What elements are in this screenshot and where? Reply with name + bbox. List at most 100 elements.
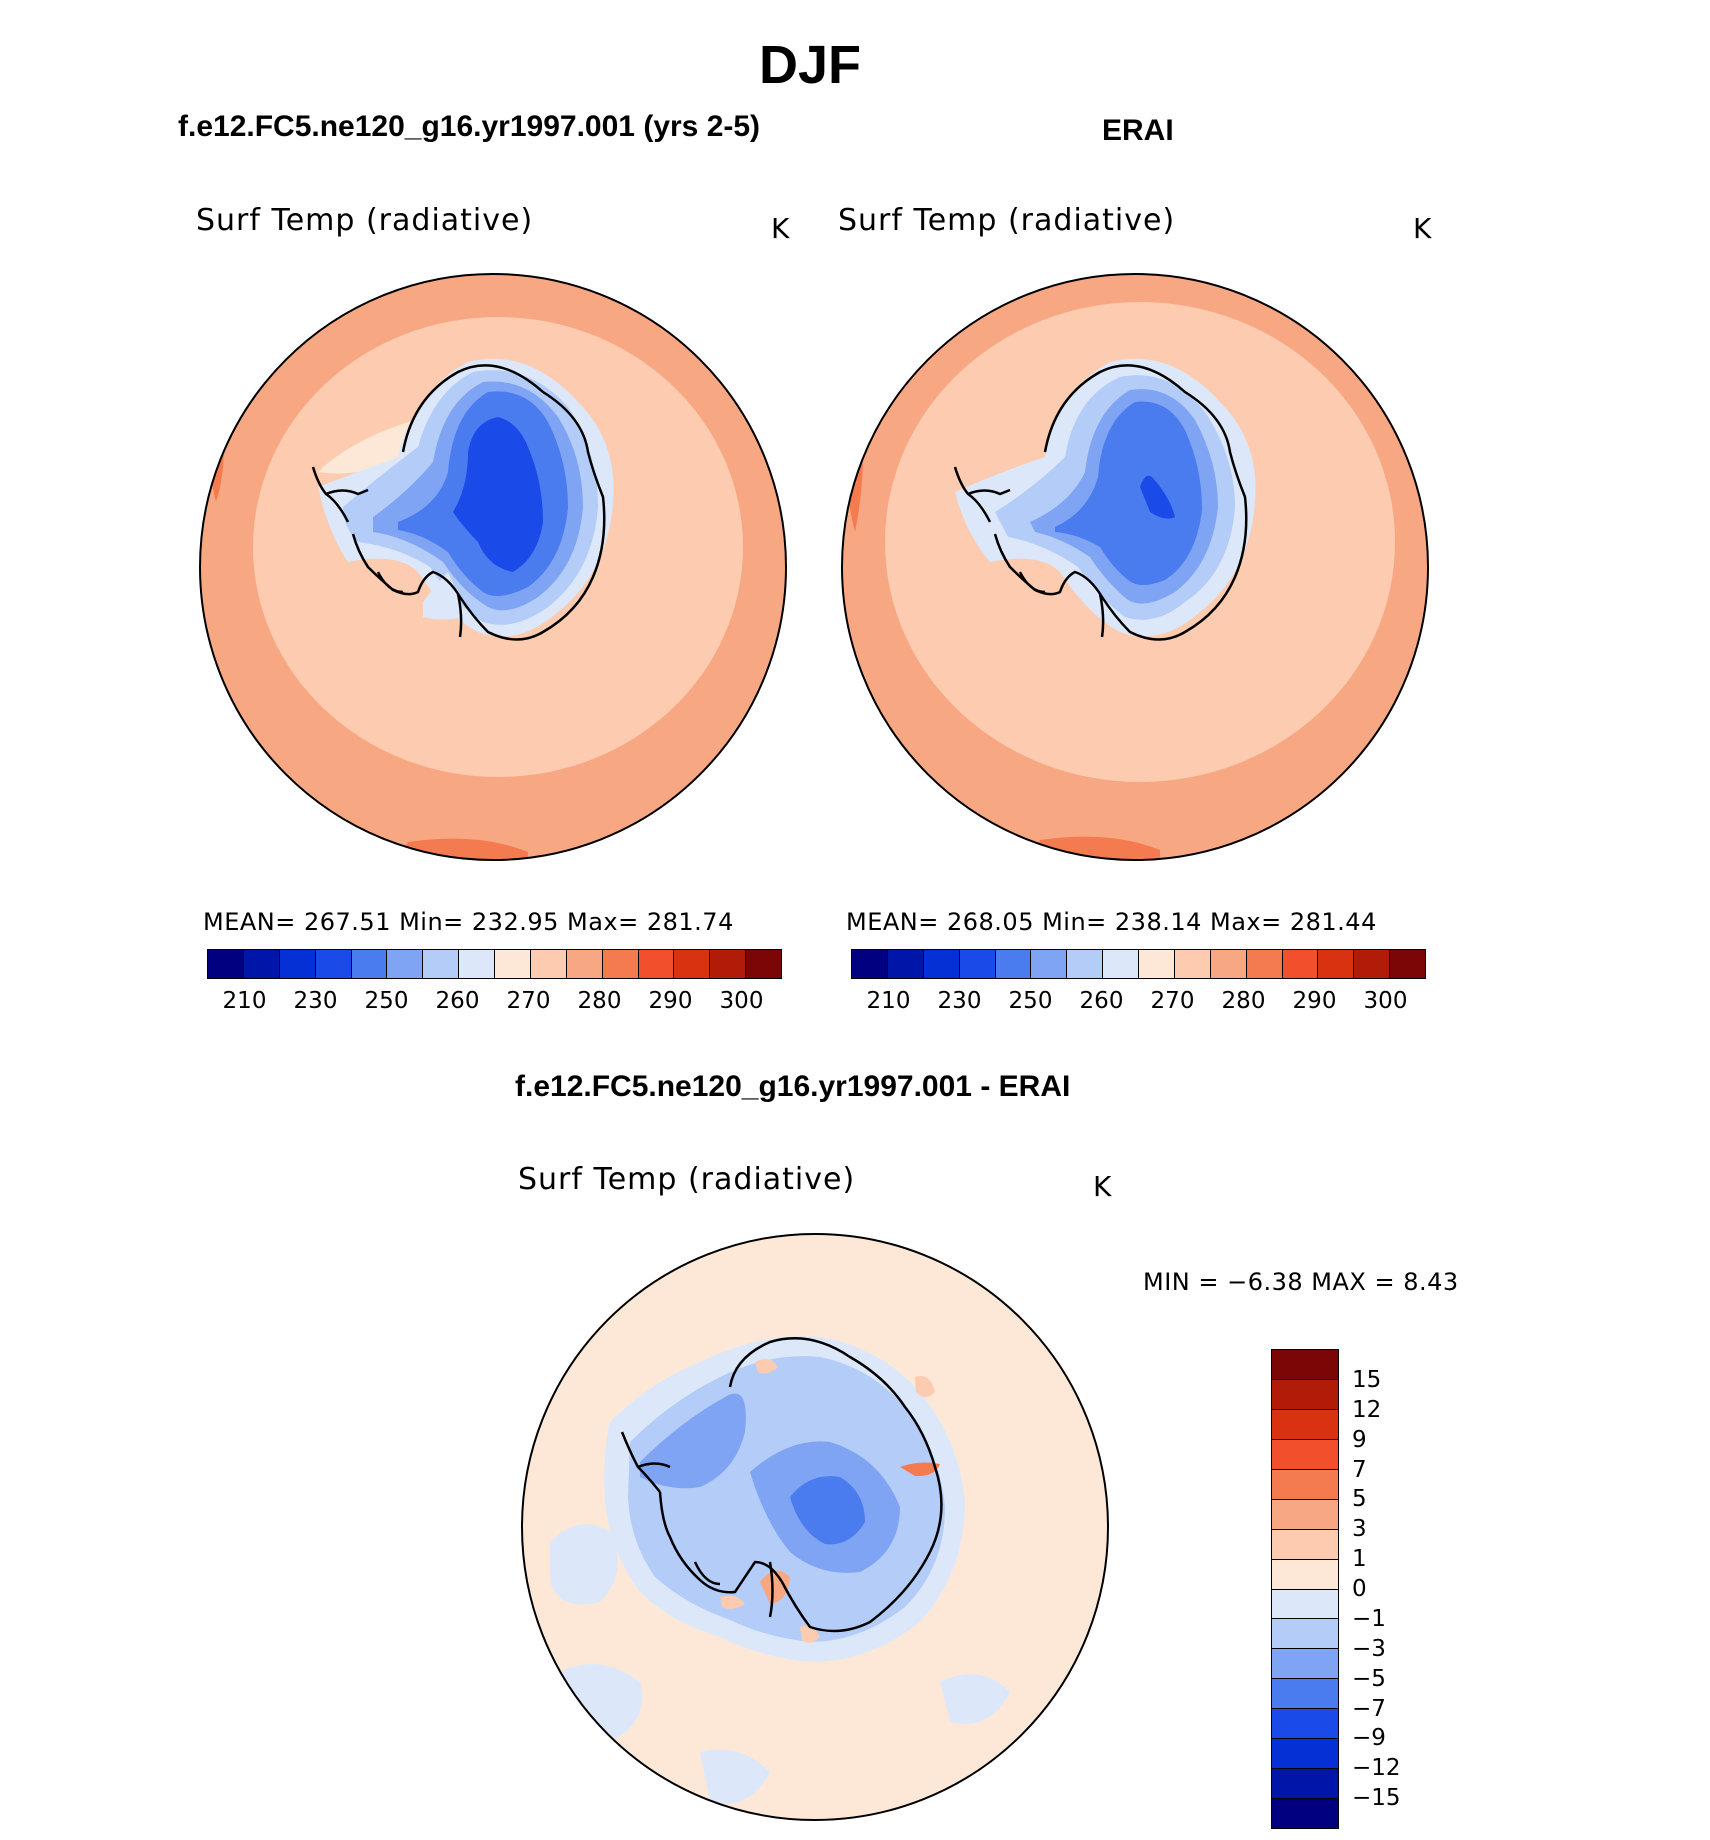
colorbar-swatch — [995, 950, 1032, 978]
colorbar-swatch — [279, 950, 316, 978]
colorbar-tick-label: 1 — [1352, 1546, 1367, 1573]
colorbar-swatch — [1210, 950, 1247, 978]
colorbar-tick-label: −3 — [1352, 1635, 1386, 1662]
colorbar-swatch — [1272, 1439, 1338, 1470]
colorbar-tick-label: 9 — [1352, 1426, 1367, 1453]
colorbar-swatch — [1272, 1499, 1338, 1530]
colorbar-swatch — [1272, 1769, 1338, 1800]
colorbar-tick-label: 210 — [222, 988, 267, 1014]
stats-difference: MIN = −6.38 MAX = 8.43 — [1143, 1268, 1459, 1296]
colorbar-tick-label: −1 — [1352, 1605, 1386, 1632]
colorbar-tick-label: 230 — [937, 988, 982, 1014]
stats-erai: MEAN= 268.05 Min= 238.14 Max= 281.44 — [846, 908, 1377, 936]
colorbar-swatch — [638, 950, 675, 978]
colorbar-tick-label: 280 — [577, 988, 622, 1014]
colorbar-swatch — [1272, 1709, 1338, 1740]
colorbar-swatch — [746, 950, 781, 978]
colorbar-swatch — [1318, 950, 1355, 978]
colorbar-tick-label: 12 — [1352, 1396, 1382, 1423]
colorbar-tick-label: 290 — [648, 988, 693, 1014]
colorbar-swatch — [1272, 1559, 1338, 1590]
colorbar-swatch — [1246, 950, 1283, 978]
colorbar-swatch — [423, 950, 460, 978]
colorbar-tick-label: 250 — [1008, 988, 1053, 1014]
colorbar-tick-label: 280 — [1221, 988, 1266, 1014]
colorbar-swatch — [1272, 1799, 1338, 1828]
colorbar-swatch — [315, 950, 352, 978]
colorbar-difference — [1271, 1349, 1339, 1829]
variable-label-model: Surf Temp (radiative) — [196, 203, 534, 238]
colorbar-swatch — [1272, 1619, 1338, 1650]
colorbar-tick-label: 0 — [1352, 1576, 1367, 1602]
colorbar-swatch — [1390, 950, 1425, 978]
colorbar-ticks-model: 210 230 250 260 270 280 290 300 — [209, 988, 777, 1014]
colorbar-swatch — [387, 950, 424, 978]
units-label-erai: K — [1413, 212, 1432, 245]
colorbar-tick-label: −15 — [1352, 1785, 1401, 1812]
colorbar-tick-label: 270 — [1150, 988, 1195, 1014]
colorbar-swatch — [1272, 1469, 1338, 1500]
colorbar-swatch — [852, 950, 888, 978]
polar-map-difference — [521, 1233, 1109, 1821]
colorbar-swatch — [1139, 950, 1175, 978]
colorbar-tick-label: −12 — [1352, 1755, 1401, 1782]
colorbar-swatch — [1031, 950, 1068, 978]
colorbar-swatch — [1103, 950, 1139, 978]
colorbar-tick-label: 3 — [1352, 1516, 1367, 1543]
polar-map-erai — [841, 273, 1429, 861]
colorbar-swatch — [1272, 1529, 1338, 1560]
colorbar-swatch — [1272, 1589, 1338, 1620]
colorbar-swatch — [1174, 950, 1211, 978]
colorbar-swatch — [1067, 950, 1104, 978]
variable-label-difference: Surf Temp (radiative) — [518, 1162, 856, 1197]
colorbar-swatch — [959, 950, 996, 978]
polar-map-model — [199, 273, 787, 861]
colorbar-swatch — [1272, 1350, 1338, 1380]
colorbar-swatch — [1354, 950, 1391, 978]
units-label-difference: K — [1093, 1170, 1112, 1203]
colorbar-swatch — [566, 950, 603, 978]
colorbar-swatch — [530, 950, 567, 978]
colorbar-tick-label: 230 — [293, 988, 338, 1014]
colorbar-swatch — [1272, 1739, 1338, 1770]
colorbar-ticks-erai: 210 230 250 260 270 280 290 300 — [853, 988, 1421, 1014]
colorbar-swatch — [495, 950, 531, 978]
colorbar-swatch — [674, 950, 711, 978]
colorbar-swatch — [923, 950, 960, 978]
colorbar-swatch — [243, 950, 280, 978]
colorbar-tick-label: −7 — [1352, 1695, 1386, 1722]
colorbar-swatch — [208, 950, 244, 978]
colorbar-swatch — [887, 950, 924, 978]
colorbar-swatch — [602, 950, 639, 978]
colorbar-tick-label: 7 — [1352, 1456, 1367, 1483]
colorbar-swatch — [1272, 1649, 1338, 1680]
colorbar-erai — [851, 949, 1426, 979]
figure-title: DJF — [758, 35, 861, 95]
colorbar-tick-label: 300 — [1363, 988, 1408, 1014]
colorbar-tick-label: 260 — [435, 988, 480, 1014]
colorbar-swatch — [1272, 1679, 1338, 1710]
colorbar-tick-label: 270 — [506, 988, 551, 1014]
colorbar-ticks-difference: 15 12 9 7 5 3 1 0 −1 −3 −5 −7 −9 −12 −15 — [1352, 1349, 1452, 1827]
colorbar-swatch — [459, 950, 495, 978]
colorbar-tick-label: 260 — [1079, 988, 1124, 1014]
colorbar-swatch — [1272, 1409, 1338, 1440]
colorbar-tick-label: −5 — [1352, 1665, 1386, 1692]
colorbar-tick-label: 290 — [1292, 988, 1337, 1014]
panel-title-model: f.e12.FC5.ne120_g16.yr1997.001 (yrs 2-5) — [178, 110, 761, 143]
colorbar-tick-label: −9 — [1352, 1725, 1386, 1752]
colorbar-tick-label: 15 — [1352, 1366, 1382, 1393]
colorbar-tick-label: 300 — [719, 988, 764, 1014]
colorbar-swatch — [710, 950, 747, 978]
units-label-model: K — [771, 212, 790, 245]
colorbar-swatch — [351, 950, 388, 978]
stats-model: MEAN= 267.51 Min= 232.95 Max= 281.74 — [203, 908, 734, 936]
variable-label-erai: Surf Temp (radiative) — [838, 203, 1176, 238]
panel-title-erai: ERAI — [1102, 114, 1174, 147]
colorbar-tick-label: 210 — [866, 988, 911, 1014]
panel-title-difference: f.e12.FC5.ne120_g16.yr1997.001 - ERAI — [515, 1070, 1071, 1103]
colorbar-model — [207, 949, 782, 979]
colorbar-tick-label: 5 — [1352, 1486, 1367, 1513]
colorbar-swatch — [1282, 950, 1319, 978]
